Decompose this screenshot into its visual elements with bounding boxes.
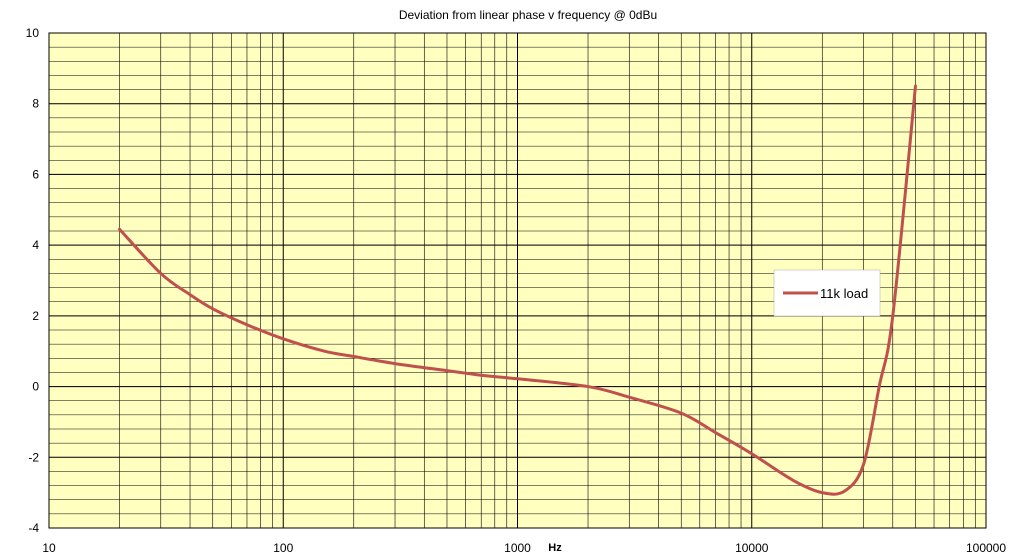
legend: 11k load (773, 269, 881, 317)
x-axis-label: Hz (548, 542, 562, 554)
x-tick-labels: 10 100 1000 10000 100000 (42, 541, 1006, 555)
y-tick-label: 8 (32, 97, 39, 111)
series-group (118, 84, 917, 496)
x-tick-label: 100 (273, 541, 293, 555)
y-tick-label: -2 (28, 450, 39, 464)
x-tick-label: 10000 (735, 541, 769, 555)
y-tick-label: 2 (32, 309, 39, 323)
legend-label: 11k load (820, 286, 868, 301)
x-tick-label: 10 (42, 541, 56, 555)
x-tick-label: 1000 (504, 541, 531, 555)
y-tick-label: 6 (32, 167, 39, 181)
plot-border (48, 32, 987, 529)
y-tick-label: -4 (28, 521, 39, 535)
y-tick-labels: 10 8 6 4 2 0 -2 -4 (26, 26, 40, 535)
series-line (118, 84, 917, 496)
x-tick-label: 100000 (966, 541, 1006, 555)
y-tick-label: 0 (32, 380, 39, 394)
chart-title: Deviation from linear phase v frequency … (399, 8, 657, 22)
y-tick-label: 10 (26, 26, 40, 40)
x-minor-gridlines (119, 33, 976, 528)
y-tick-label: 4 (32, 238, 39, 252)
